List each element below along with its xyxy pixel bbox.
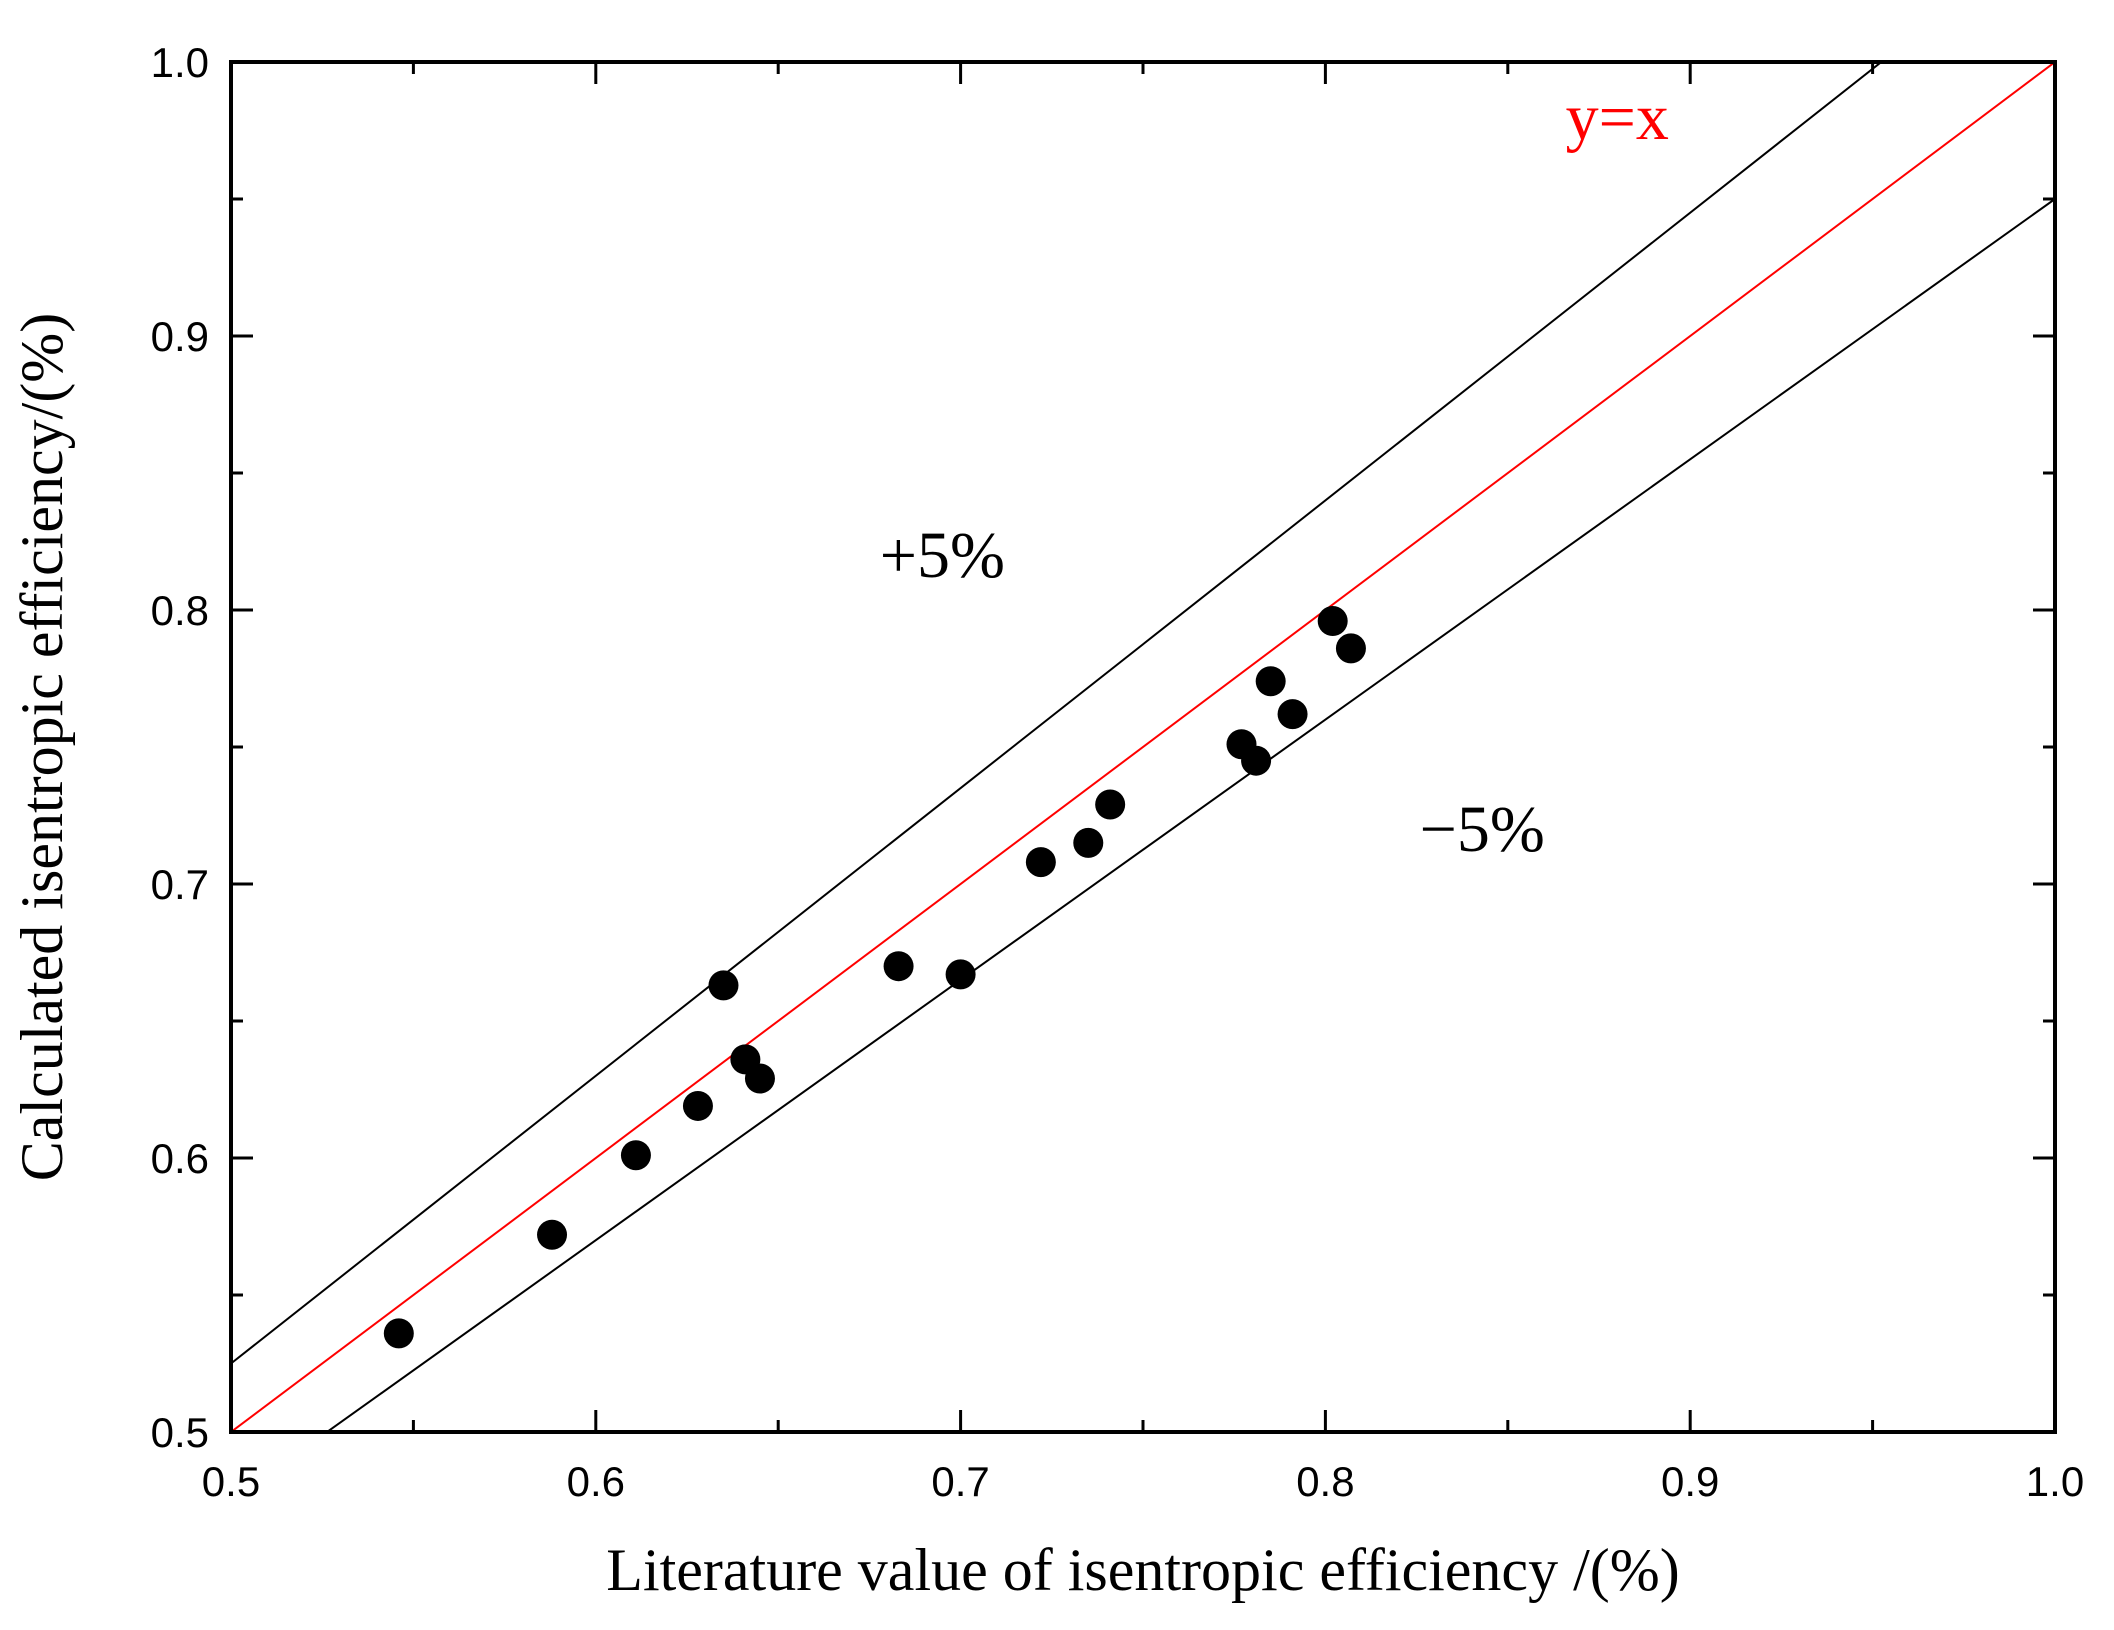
data-point <box>682 1090 713 1121</box>
annotation-minus-5-percent: −5% <box>1420 793 1545 866</box>
x-tick-label: 0.6 <box>567 1458 625 1505</box>
data-points <box>383 605 1366 1349</box>
data-point <box>1095 789 1126 820</box>
y-tick-label: 0.9 <box>151 313 209 360</box>
reference-lines <box>231 62 2055 1432</box>
y-tick-label: 1.0 <box>151 39 209 86</box>
axis-ticks <box>229 60 2057 1434</box>
annotation-y-equals-x: y=x <box>1566 81 1669 154</box>
reference-line-identity <box>231 62 2055 1432</box>
data-point <box>1025 847 1056 878</box>
reference-line-minus-5-percent <box>325 198 2055 1432</box>
y-tick-label: 0.6 <box>151 1135 209 1182</box>
x-axis-title: Literature value of isentropic efficienc… <box>606 1537 1679 1603</box>
data-point <box>708 970 739 1001</box>
data-point <box>1335 633 1366 664</box>
y-tick-labels: 0.5 0.6 0.7 0.8 0.9 1.0 <box>151 39 209 1456</box>
x-tick-label: 0.5 <box>202 1458 260 1505</box>
y-tick-label: 0.8 <box>151 587 209 634</box>
y-tick-label: 0.7 <box>151 861 209 908</box>
data-point <box>1277 699 1308 730</box>
data-point <box>1241 745 1272 776</box>
x-tick-labels: 0.5 0.6 0.7 0.8 0.9 1.0 <box>202 1458 2084 1505</box>
y-axis-title: Calculated isentropic efficiency/(%) <box>9 313 75 1182</box>
x-tick-label: 0.7 <box>931 1458 989 1505</box>
x-tick-label: 0.9 <box>1661 1458 1719 1505</box>
annotations: y=x +5% −5% <box>880 81 1669 866</box>
data-point <box>744 1063 775 1094</box>
x-tick-label: 0.8 <box>1296 1458 1354 1505</box>
x-tick-label: 1.0 <box>2026 1458 2084 1505</box>
data-point <box>537 1219 568 1250</box>
data-point <box>1255 666 1286 697</box>
data-point <box>383 1318 414 1349</box>
data-point <box>883 951 914 982</box>
data-point <box>620 1140 651 1171</box>
reference-line-plus-5-percent <box>231 62 1883 1365</box>
annotation-plus-5-percent: +5% <box>880 519 1005 592</box>
data-point <box>1073 827 1104 858</box>
data-point <box>945 959 976 990</box>
data-point <box>1317 605 1348 636</box>
y-tick-label: 0.5 <box>151 1409 209 1456</box>
